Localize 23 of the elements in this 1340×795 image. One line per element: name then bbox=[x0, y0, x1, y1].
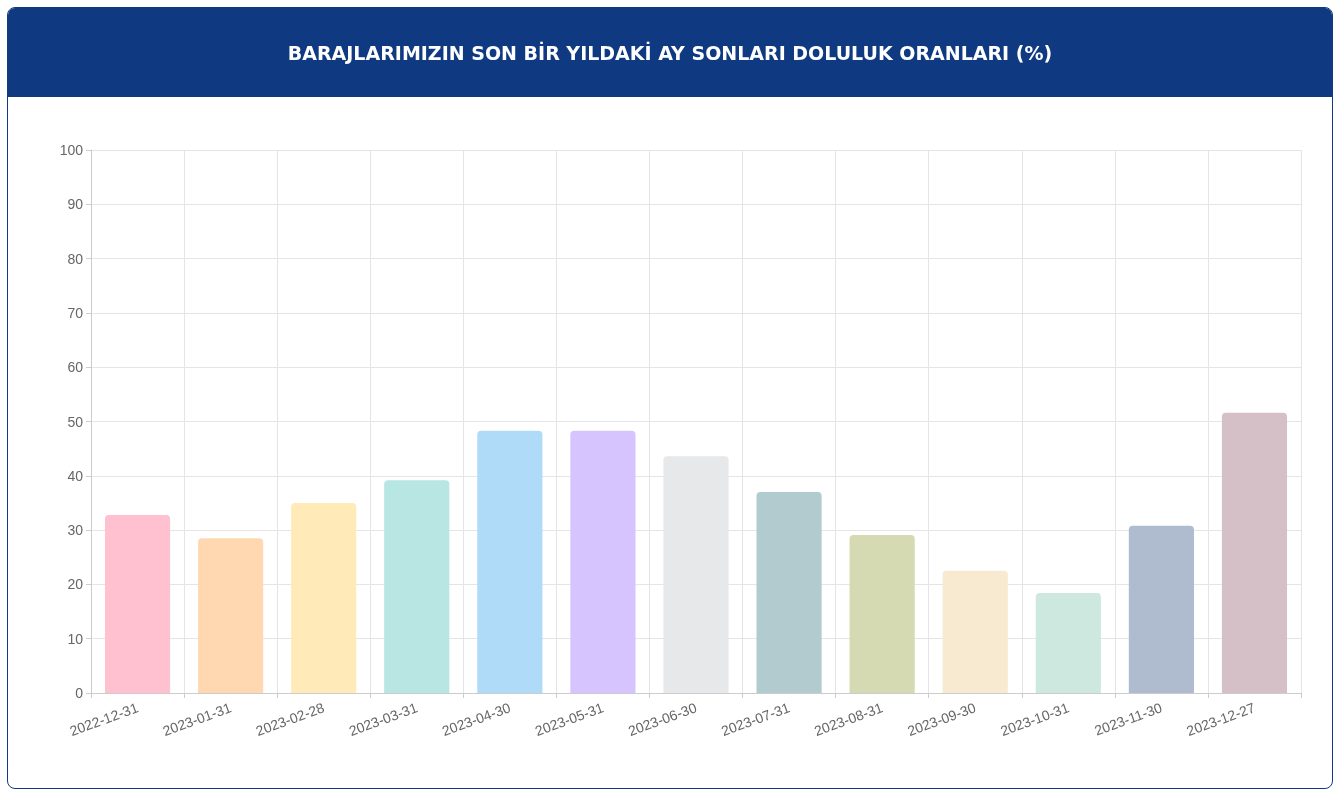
y-tick-label: 30 bbox=[67, 522, 84, 539]
chart-title: BARAJLARIMIZIN SON BİR YILDAKİ AY SONLARI DOLULUK ORANLARI (%) bbox=[8, 8, 1332, 97]
y-tick-label: 80 bbox=[67, 250, 84, 267]
y-tick-label: 40 bbox=[67, 467, 84, 484]
y-tick-label: 60 bbox=[67, 359, 84, 376]
y-tick-label: 50 bbox=[67, 413, 84, 430]
bar bbox=[1128, 525, 1194, 693]
bar bbox=[942, 570, 1008, 693]
y-tick-label: 20 bbox=[67, 576, 84, 593]
y-tick-label: 10 bbox=[67, 630, 84, 647]
bar bbox=[570, 430, 636, 693]
bar bbox=[198, 538, 264, 693]
bar bbox=[104, 514, 171, 693]
bar bbox=[849, 534, 915, 693]
bar bbox=[291, 502, 357, 693]
y-tick-label: 100 bbox=[59, 142, 84, 158]
y-tick-label: 90 bbox=[67, 196, 84, 213]
y-tick-label: 70 bbox=[67, 304, 84, 321]
bar bbox=[384, 480, 450, 693]
y-tick-label: 0 bbox=[75, 685, 84, 701]
bar bbox=[477, 430, 543, 693]
bar bbox=[1035, 593, 1101, 693]
bar bbox=[756, 492, 822, 693]
